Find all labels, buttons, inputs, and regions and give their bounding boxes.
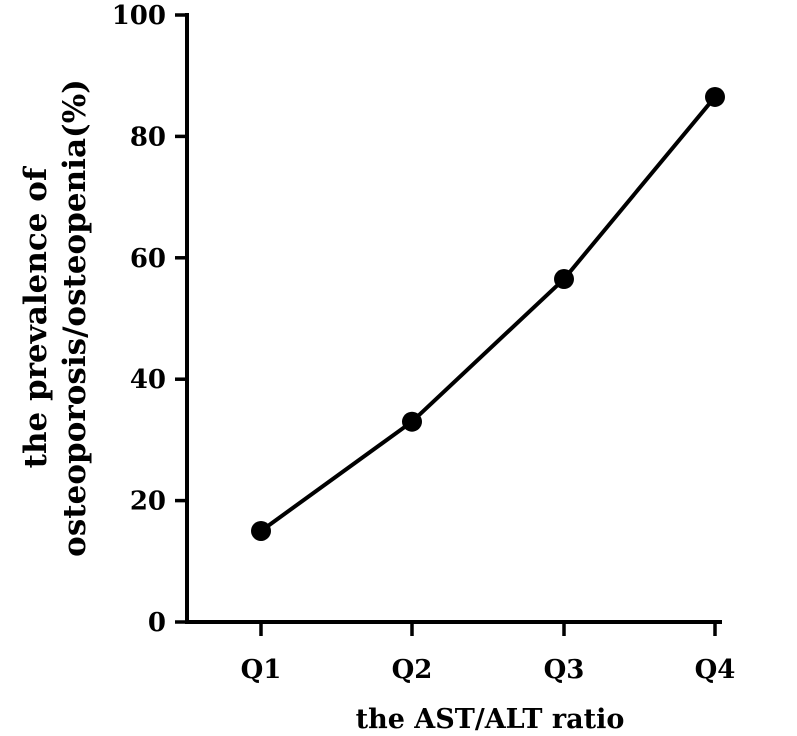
- y-tick-label: 80: [130, 122, 166, 152]
- y-axis-ticks: 0 20 40 60 80 100: [112, 1, 187, 638]
- x-tick-label: Q4: [695, 655, 736, 685]
- y-tick-label: 0: [148, 608, 166, 638]
- y-axis-title-line-1: the prevalence of: [18, 166, 54, 468]
- y-tick-label: 100: [112, 1, 166, 31]
- y-axis-title: the prevalence of osteoporosis/osteopeni…: [18, 79, 93, 557]
- x-tick-label: Q3: [544, 655, 585, 685]
- data-points: [251, 86, 725, 541]
- y-tick-label: 40: [130, 365, 166, 395]
- data-point-q4: [705, 86, 725, 107]
- x-tick-label: Q2: [392, 655, 433, 685]
- data-point-q3: [554, 269, 574, 290]
- y-axis-title-line-2: osteoporosis/osteopenia(%): [57, 79, 93, 557]
- x-tick-label: Q1: [241, 655, 282, 685]
- data-point-q1: [251, 520, 271, 541]
- x-axis-ticks: Q1 Q2 Q3 Q4: [241, 622, 736, 685]
- x-axis-title: the AST/ALT ratio: [356, 704, 625, 735]
- y-tick-label: 60: [130, 244, 166, 274]
- y-tick-label: 20: [130, 487, 166, 517]
- data-point-q2: [402, 411, 422, 432]
- series-line: [259, 94, 717, 533]
